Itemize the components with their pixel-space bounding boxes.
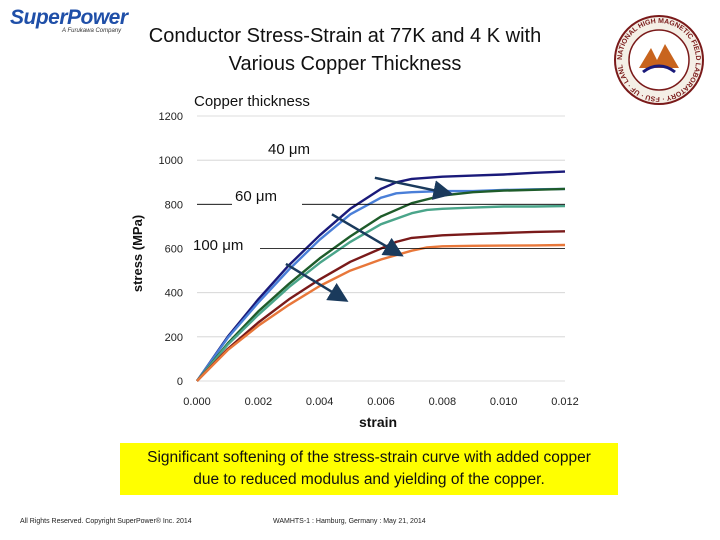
y-tick-label-6: 1200 — [159, 111, 183, 123]
annotation-label-2: 100 μm — [193, 237, 243, 254]
logo-text: SuperPower — [10, 6, 128, 29]
series-line-3 — [196, 204, 566, 382]
chart-axes: 0 200 400 600 800 1000 1200 0.000 0.002 0.004 0.00… — [130, 111, 579, 430]
x-tick-label-2: 0.004 — [306, 396, 334, 408]
y-tick-label-3: 600 — [165, 244, 183, 256]
slide-title-line1: Conductor Stress-Strain at 77K and 4 K w… — [148, 25, 542, 47]
x-tick-label-5: 0.010 — [490, 396, 518, 408]
superpower-logo: SuperPower A Furukawa Company — [10, 6, 128, 36]
caption-line2: due to reduced modulus and yielding of t… — [193, 471, 545, 488]
caption-box: Significant softening of the stress-stra… — [120, 443, 618, 495]
nhmfl-seal-logo: NATIONAL HIGH MAGNETIC FIELD LABORATORY … — [614, 15, 704, 105]
annotation-arrow-0 — [374, 176, 454, 200]
y-axis-title: stress (MPa) — [130, 215, 145, 292]
series-line-0 — [196, 170, 566, 382]
series-line-5 — [196, 243, 566, 382]
annotation-heading: Copper thickness — [194, 93, 310, 110]
annotation-arrow-2 — [285, 262, 349, 302]
slide-title-line2: Various Copper Thickness — [228, 53, 462, 75]
footer-copyright: All Rights Reserved. Copyright SuperPowe… — [20, 518, 192, 525]
caption-line1: Significant softening of the stress-stra… — [147, 449, 591, 466]
x-tick-label-3: 0.006 — [367, 396, 395, 408]
stress-strain-chart: 0 200 400 600 800 1000 1200 0.000 0.002 0.004 0.00… — [130, 93, 579, 430]
x-tick-label-4: 0.008 — [429, 396, 457, 408]
y-tick-label-2: 400 — [165, 288, 183, 300]
x-tick-label-1: 0.002 — [245, 396, 273, 408]
annotation-label-bg-1 — [232, 187, 302, 205]
y-tick-label-5: 1000 — [159, 155, 183, 167]
slide-title: Conductor Stress-Strain at 77K and 4 K w… — [120, 22, 570, 78]
x-tick-label-0: 0.000 — [183, 396, 211, 408]
y-tick-label-1: 200 — [165, 332, 183, 344]
series-line-2 — [196, 187, 566, 382]
annotation-label-0: 40 μm — [268, 141, 310, 158]
y-tick-label-0: 0 — [177, 376, 183, 388]
annotation-label-bg-0 — [265, 140, 335, 158]
annotation-label-1: 60 μm — [235, 188, 277, 205]
logo-subtitle: A Furukawa Company — [62, 28, 122, 34]
x-tick-label-6: 0.012 — [551, 396, 579, 408]
seal-emblem-icon — [639, 44, 679, 68]
x-axis-title: strain — [359, 414, 397, 430]
annotation-label-bg-2 — [190, 236, 260, 254]
annotation-arrow-1 — [331, 213, 404, 257]
y-tick-label-4: 800 — [165, 199, 183, 211]
footer-conference: WAMHTS-1 : Hamburg, Germany : May 21, 20… — [273, 518, 426, 525]
chart-annotations: Copper thickness 40 μm 60 μm 100 μm — [190, 93, 565, 302]
